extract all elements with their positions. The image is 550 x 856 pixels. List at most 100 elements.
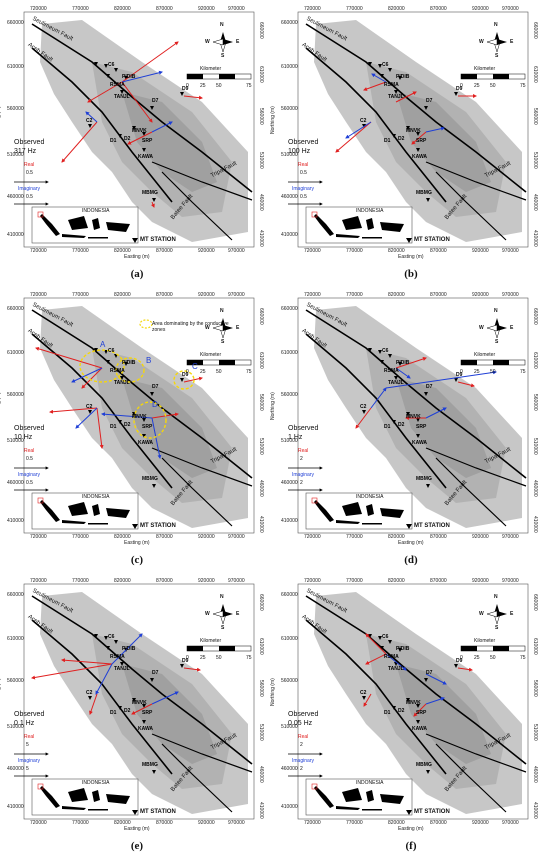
northing-tick-right: 560000 — [532, 680, 538, 697]
scale-bar-title: Kilometer — [474, 352, 496, 358]
fault-seulimeum — [305, 23, 527, 193]
imaginary-induction-arrow — [425, 407, 447, 419]
northing-tick: 460000 — [281, 766, 298, 772]
northing-axis-label: Northing (m) — [0, 392, 2, 420]
compass-e: E — [510, 611, 514, 617]
station-label-c6: C6 — [108, 634, 115, 640]
imaginary-induction-arrow — [385, 370, 497, 389]
imaginary-induction-arrow — [425, 697, 445, 705]
northing-tick: 560000 — [7, 106, 24, 112]
compass-w: W — [205, 611, 210, 617]
northing-tick: 560000 — [281, 392, 298, 398]
station-label-d9: D9 — [456, 86, 463, 92]
northing-tick: 610000 — [7, 636, 24, 642]
northing-tick: 460000 — [281, 194, 298, 200]
scale-bar — [186, 73, 252, 80]
easting-tick-bottom: 770000 — [72, 248, 89, 254]
easting-tick-bottom: 720000 — [304, 534, 321, 540]
station-label-tanjl: TANJL — [388, 94, 404, 100]
easting-tick-bottom: 970000 — [228, 248, 245, 254]
northing-tick-right: 410000 — [258, 516, 264, 533]
northing-tick: 510000 — [7, 724, 24, 730]
easting-tick-bottom: 970000 — [228, 534, 245, 540]
induction-arrows — [31, 633, 201, 715]
fault-seulimeum — [31, 309, 253, 479]
inset-highlight — [37, 211, 44, 218]
northing-tick: 610000 — [7, 64, 24, 70]
scale-arrows — [14, 180, 49, 206]
imaginary-legend-label: Imaginary — [18, 186, 40, 192]
northing-tick-right: 410000 — [258, 230, 264, 247]
station-label-c2: C2 — [86, 690, 93, 696]
station-label-mbmg: MBMG — [416, 762, 432, 768]
inset-title: INDONESIA — [82, 780, 110, 786]
imaginary-induction-arrow — [425, 673, 447, 685]
observed-frequency: Observed 10 Hz — [14, 424, 44, 442]
station-label-rsma: RSMA — [110, 654, 125, 660]
easting-tick: 870000 — [430, 6, 447, 12]
scale-bar — [186, 645, 252, 652]
inset-title: INDONESIA — [82, 494, 110, 500]
fault-aceh — [31, 333, 173, 489]
station-label-pidib: PIDIB — [122, 360, 136, 366]
frequency-value: 10 Hz — [14, 434, 33, 441]
station-label-kawa: KAWA — [412, 154, 427, 160]
easting-tick: 970000 — [502, 578, 519, 584]
station-markers — [88, 634, 184, 774]
mt-station-legend: MT STATION — [414, 523, 450, 529]
compass-rose — [486, 604, 507, 625]
imaginary-scale-value: 0.5 — [300, 194, 307, 200]
northing-tick: 660000 — [281, 306, 298, 312]
fault-batee — [435, 743, 507, 813]
imaginary-legend-label: Imaginary — [292, 186, 314, 192]
imaginary-scale-value: 2 — [300, 766, 303, 772]
easting-tick-bottom: 820000 — [114, 248, 131, 254]
easting-tick: 970000 — [502, 6, 519, 12]
northing-tick: 460000 — [7, 766, 24, 772]
scale-bar — [460, 645, 526, 652]
northing-tick: 460000 — [7, 480, 24, 486]
mt-station-legend-icon — [406, 238, 412, 243]
map-panel-b: 720000 770000 820000 870000 920000 97000… — [270, 2, 546, 284]
indonesia-silhouette — [314, 500, 404, 525]
fault-aceh — [305, 47, 447, 203]
fault-tripa — [425, 733, 527, 773]
northing-tick-right: 610000 — [532, 352, 538, 369]
observed-label: Observed — [14, 711, 45, 718]
frequency-value: 1 Hz — [288, 434, 303, 441]
easting-tick: 870000 — [156, 292, 173, 298]
station-label-c2: C2 — [360, 690, 367, 696]
station-label-c2: C2 — [86, 118, 93, 124]
northing-tick-right: 560000 — [258, 394, 264, 411]
real-induction-arrow — [457, 381, 475, 388]
station-label-d9: D9 — [456, 372, 463, 378]
real-induction-arrow — [96, 407, 104, 449]
northing-tick-right: 660000 — [258, 308, 264, 325]
terrain-shadow — [396, 378, 491, 478]
indonesia-silhouette — [40, 786, 130, 811]
scale-bar-label: 75 — [246, 655, 252, 661]
imaginary-scale-value: 5 — [26, 766, 29, 772]
fault-batee — [435, 171, 507, 241]
station-label-d2: D2 — [398, 422, 405, 428]
easting-tick-bottom: 770000 — [72, 534, 89, 540]
northing-tick: 460000 — [281, 480, 298, 486]
real-scale-value: 0.5 — [26, 456, 33, 462]
mt-station-legend-icon — [406, 524, 412, 529]
real-induction-arrow — [61, 121, 98, 163]
panel-caption: (e) — [130, 840, 144, 852]
real-induction-arrow — [363, 81, 387, 91]
imaginary-induction-arrow — [121, 70, 163, 83]
northing-tick: 410000 — [7, 232, 24, 238]
compass-e: E — [510, 39, 514, 45]
map-panel-a: 720000 770000 820000 870000 920000 97000… — [0, 2, 272, 284]
real-legend-label: Real — [24, 448, 35, 454]
station-label-rsma: RSMA — [384, 82, 399, 88]
conductive-zone-circle — [173, 370, 195, 390]
compass-rose — [212, 604, 233, 625]
imaginary-induction-arrow — [345, 121, 372, 139]
zone-circles — [79, 319, 195, 439]
station-label-srp: SRP — [142, 138, 153, 144]
imaginary-induction-arrow — [85, 111, 98, 123]
easting-tick: 870000 — [430, 292, 447, 298]
